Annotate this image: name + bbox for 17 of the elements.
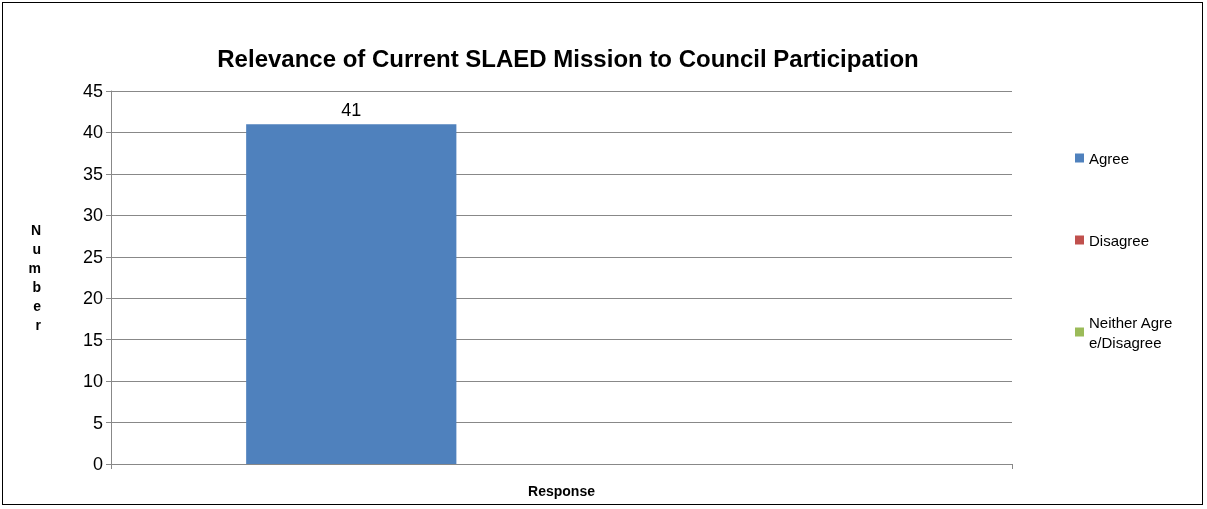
y-tick-label: 35 xyxy=(82,163,103,184)
legend-label: Agree xyxy=(1089,149,1130,167)
y-tick-label: 30 xyxy=(82,205,103,226)
y-tick-label: 0 xyxy=(92,454,103,474)
y-tick-label: 40 xyxy=(82,122,103,143)
chart-title: Relevance of Current SLAED Mission to Council Participation xyxy=(217,44,919,72)
y-tick-label: 20 xyxy=(82,288,103,309)
y-tick-label: 45 xyxy=(82,81,103,101)
y-tick-label: 15 xyxy=(82,329,103,350)
legend-label: Neither Agree/Disagree xyxy=(1089,313,1173,351)
data-label: 41 xyxy=(341,100,362,121)
y-axis-title: Number xyxy=(28,222,42,333)
y-tick-label: 25 xyxy=(82,246,103,267)
y-tick-label: 10 xyxy=(82,371,103,392)
y-tick-label: 5 xyxy=(92,412,103,433)
x-axis-title: Response xyxy=(528,483,596,499)
legend-label: Disagree xyxy=(1089,231,1150,249)
